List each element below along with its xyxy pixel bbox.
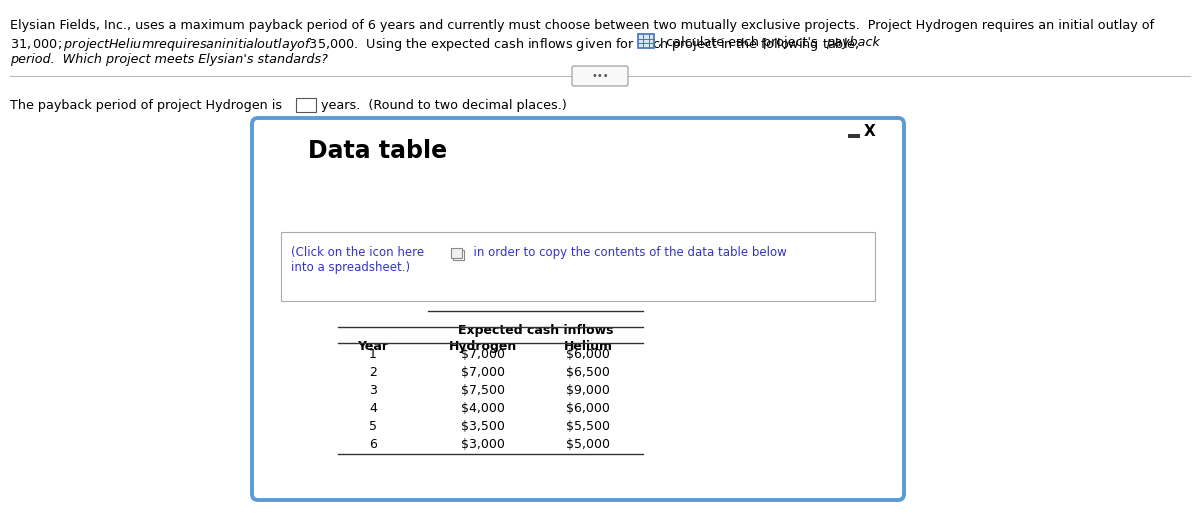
Text: $5,000: $5,000 xyxy=(566,438,610,451)
FancyBboxPatch shape xyxy=(572,66,628,86)
Text: Helium: Helium xyxy=(564,340,612,353)
Text: Hydrogen: Hydrogen xyxy=(449,340,517,353)
Text: 1: 1 xyxy=(370,348,377,361)
Text: Year: Year xyxy=(358,340,389,353)
Text: $9,000: $9,000 xyxy=(566,384,610,397)
Text: Data table: Data table xyxy=(308,139,448,163)
Text: Expected cash inflows: Expected cash inflows xyxy=(457,324,613,337)
Text: $6,000: $6,000 xyxy=(566,348,610,361)
Text: X: X xyxy=(864,124,876,140)
Text: period.  Which project meets Elysian's standards?: period. Which project meets Elysian's st… xyxy=(10,53,328,66)
Text: 3: 3 xyxy=(370,384,377,397)
FancyBboxPatch shape xyxy=(638,34,654,48)
Text: $5,500: $5,500 xyxy=(566,420,610,433)
Text: 2: 2 xyxy=(370,366,377,379)
FancyBboxPatch shape xyxy=(454,250,464,260)
Text: $7,000: $7,000 xyxy=(461,366,505,379)
Text: , calculate each project's: , calculate each project's xyxy=(658,36,817,49)
Text: The payback period of project Hydrogen is: The payback period of project Hydrogen i… xyxy=(10,99,282,112)
Text: in order to copy the contents of the data table below: in order to copy the contents of the dat… xyxy=(466,246,787,259)
Text: 4: 4 xyxy=(370,402,377,415)
Text: $6,000: $6,000 xyxy=(566,402,610,415)
FancyBboxPatch shape xyxy=(281,232,875,301)
Text: $3,000: $3,000 xyxy=(461,438,505,451)
Text: into a spreadsheet.): into a spreadsheet.) xyxy=(292,261,410,274)
FancyBboxPatch shape xyxy=(451,248,462,258)
Text: $4,000: $4,000 xyxy=(461,402,505,415)
FancyBboxPatch shape xyxy=(848,134,860,138)
Text: 5: 5 xyxy=(370,420,377,433)
Text: $7,000: $7,000 xyxy=(461,348,505,361)
Text: years.  (Round to two decimal places.): years. (Round to two decimal places.) xyxy=(322,99,566,112)
Text: (Click on the icon here: (Click on the icon here xyxy=(292,246,424,259)
Text: $6,500: $6,500 xyxy=(566,366,610,379)
Text: $7,500: $7,500 xyxy=(461,384,505,397)
Text: $31,000; project Helium requires an initial outlay of $35,000.  Using the expect: $31,000; project Helium requires an init… xyxy=(10,36,859,53)
Text: 6: 6 xyxy=(370,438,377,451)
Text: •••: ••• xyxy=(592,71,608,81)
Text: $3,500: $3,500 xyxy=(461,420,505,433)
Text: Elysian Fields, Inc., uses a maximum payback period of 6 years and currently mus: Elysian Fields, Inc., uses a maximum pay… xyxy=(10,19,1154,32)
FancyBboxPatch shape xyxy=(252,118,904,500)
FancyBboxPatch shape xyxy=(296,98,316,112)
Text: payback: payback xyxy=(826,36,880,49)
